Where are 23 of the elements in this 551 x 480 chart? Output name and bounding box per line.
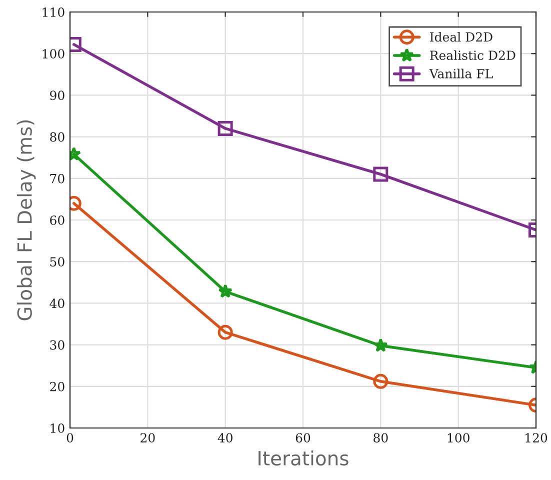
y-axis-title: Global FL Delay (ms) <box>16 120 36 320</box>
x-tick-label: 20 <box>140 433 155 443</box>
y-tick-label: 70 <box>50 174 64 184</box>
x-tick-label: 80 <box>374 433 388 443</box>
y-tick-label: 10 <box>50 423 64 433</box>
x-tick-label: 100 <box>448 433 470 443</box>
x-tick-label: 120 <box>526 433 548 443</box>
x-axis-title: Iterations <box>258 450 348 466</box>
legend-label: Vanilla FL <box>429 68 493 78</box>
x-tick-label: 0 <box>66 433 74 443</box>
y-tick-label: 80 <box>50 132 64 142</box>
y-tick-label: 90 <box>50 90 64 100</box>
legend-label: Ideal D2D <box>430 32 492 42</box>
y-tick-label: 110 <box>42 7 64 17</box>
y-tick-label: 30 <box>50 340 64 350</box>
y-tick-label: 50 <box>50 257 64 267</box>
y-tick-label: 100 <box>42 49 64 59</box>
y-tick-label: 60 <box>50 215 64 225</box>
y-tick-label: 20 <box>50 382 64 392</box>
y-tick-label: 40 <box>50 298 64 308</box>
x-tick-label: 60 <box>296 433 310 443</box>
x-tick-label: 40 <box>218 433 232 443</box>
legend-label: Realistic D2D <box>430 50 516 60</box>
